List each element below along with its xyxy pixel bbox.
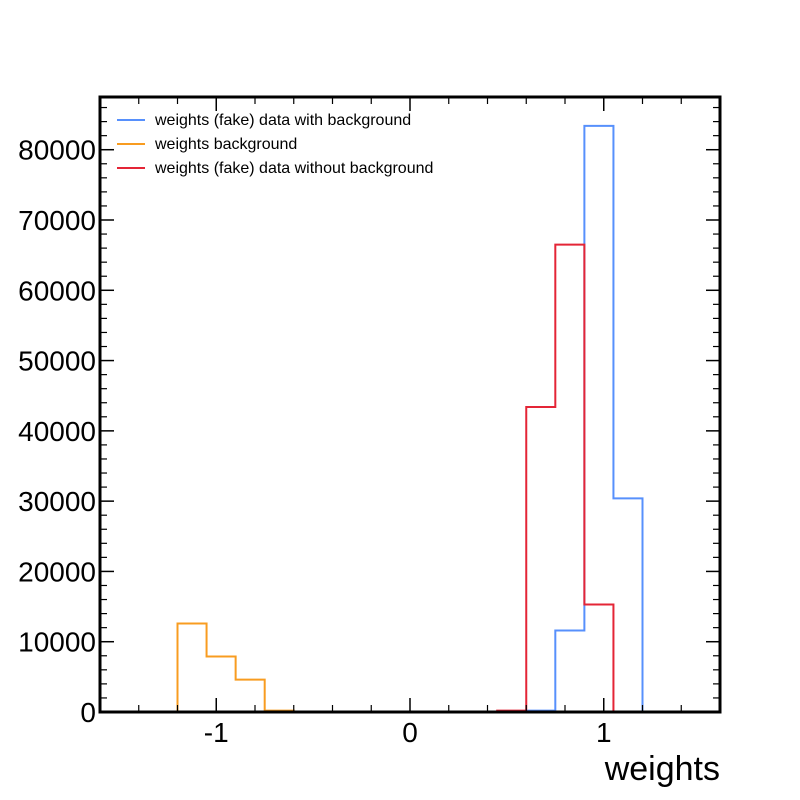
- histogram-bin-s2-b3: [207, 656, 236, 712]
- y-tick-label: 10000: [18, 627, 96, 658]
- x-tick-label: 0: [402, 717, 418, 748]
- axis-ticks: [100, 97, 720, 713]
- legend-entry-label: weights (fake) data with background: [154, 112, 411, 129]
- histogram-bin-s1-b17: [613, 498, 642, 712]
- legend: weights (fake) data with background weigh…: [117, 112, 433, 177]
- histogram-bin-s3-b14: [526, 407, 555, 712]
- y-tick-label: 70000: [18, 205, 96, 236]
- histogram-bin-s1-b16: [584, 126, 613, 712]
- x-tick-label: -1: [204, 717, 229, 748]
- y-tick-label: 60000: [18, 275, 96, 306]
- histogram-bin-s3-b15: [555, 245, 584, 712]
- x-tick-label: 1: [596, 717, 612, 748]
- y-tick-label: 0: [80, 697, 96, 728]
- tick-labels: -1 0 1 0 10000 20000 30000 40000 50000 60000 70000…: [18, 135, 611, 748]
- histogram-bin-s2-b4: [236, 680, 265, 712]
- y-tick-label: 20000: [18, 556, 96, 587]
- histogram-bin-s3-b16: [584, 604, 613, 712]
- histogram-bin-s2-b2: [178, 623, 207, 712]
- y-tick-label: 40000: [18, 416, 96, 447]
- legend-entry-label: weights (fake) data without background: [154, 160, 433, 177]
- y-tick-label: 30000: [18, 486, 96, 517]
- y-tick-label: 50000: [18, 346, 96, 377]
- histogram-series-layer: [119, 124, 701, 713]
- x-axis-label: weights: [604, 750, 720, 788]
- histogram-bin-s1-b15: [555, 630, 584, 712]
- legend-entry-label: weights background: [154, 136, 297, 153]
- plot-frame: [98, 95, 722, 714]
- y-tick-label: 80000: [18, 135, 96, 166]
